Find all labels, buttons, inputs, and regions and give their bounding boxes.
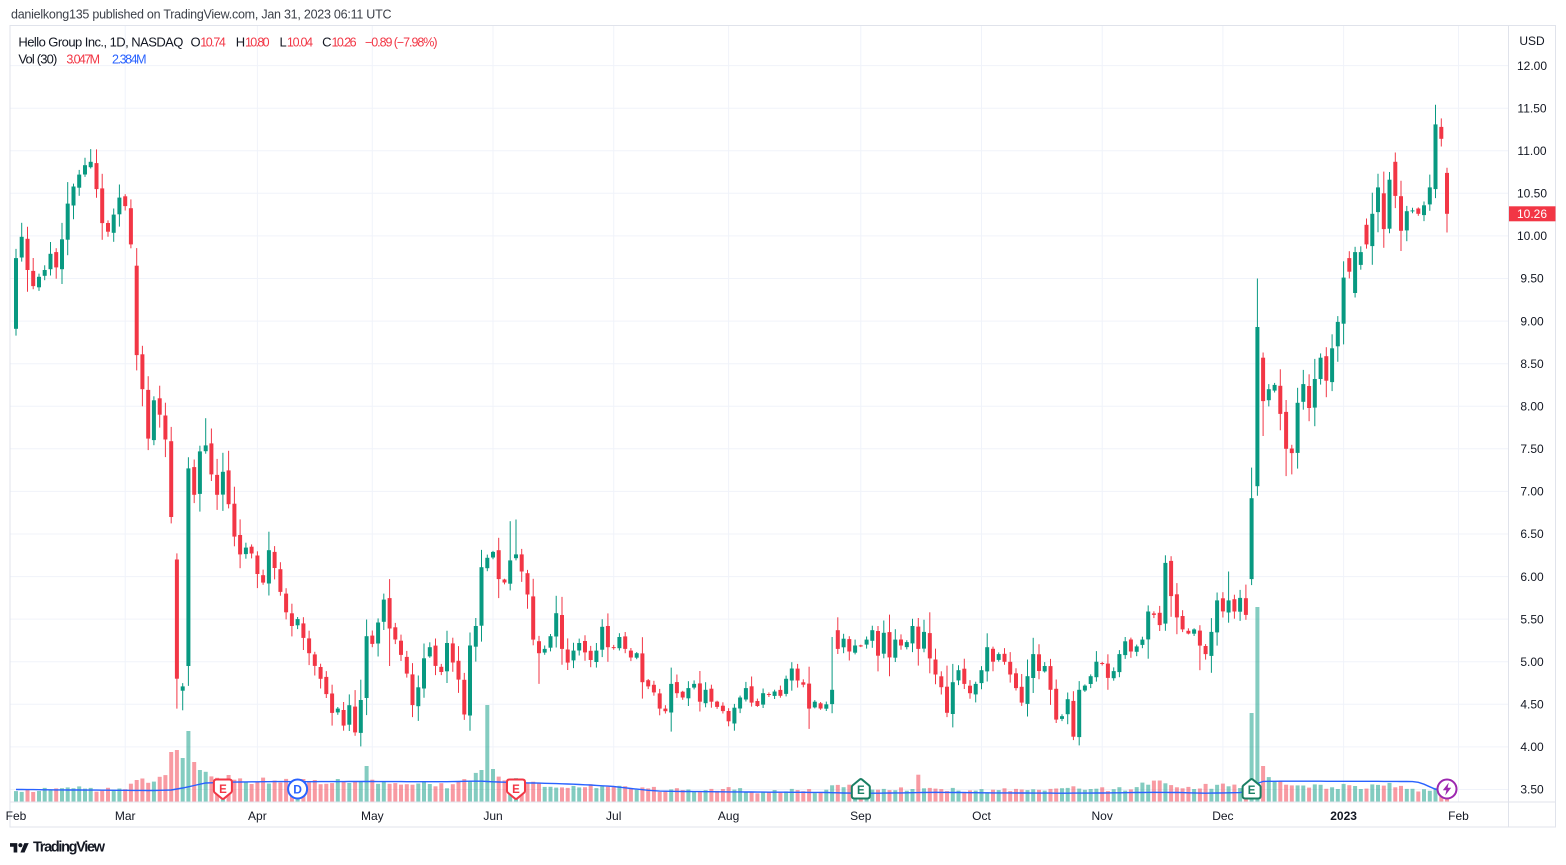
svg-text:8.50: 8.50 (1520, 357, 1544, 371)
svg-text:Feb: Feb (6, 809, 27, 823)
svg-text:10.00: 10.00 (1517, 229, 1547, 243)
svg-text:E: E (857, 785, 865, 797)
svg-text:Mar: Mar (115, 809, 136, 823)
svg-text:O: O (191, 35, 201, 50)
svg-text:Aug: Aug (718, 809, 739, 823)
svg-text:Apr: Apr (248, 809, 267, 823)
svg-text:5.00: 5.00 (1520, 655, 1544, 669)
svg-text:USD: USD (1519, 34, 1545, 48)
svg-text:3.047M: 3.047M (66, 53, 100, 67)
svg-text:2.384M: 2.384M (112, 53, 147, 67)
svg-text:Hello Group Inc., 1D, NASDAQ: Hello Group Inc., 1D, NASDAQ (18, 35, 183, 50)
svg-text:4.00: 4.00 (1520, 740, 1544, 754)
svg-text:10.74: 10.74 (200, 36, 226, 50)
svg-text:3.50: 3.50 (1520, 783, 1544, 797)
svg-text:Oct: Oct (972, 809, 991, 823)
svg-text:8.00: 8.00 (1520, 399, 1544, 413)
svg-text:L: L (280, 35, 287, 50)
svg-text:10.26: 10.26 (1517, 207, 1547, 221)
svg-text:D: D (293, 783, 302, 797)
svg-text:10.80: 10.80 (245, 36, 270, 50)
svg-text:H: H (236, 35, 245, 50)
svg-text:E: E (1248, 785, 1256, 797)
svg-text:May: May (361, 809, 384, 823)
svg-text:Sep: Sep (850, 809, 872, 823)
svg-text:Jul: Jul (606, 809, 621, 823)
svg-text:Jun: Jun (483, 809, 502, 823)
svg-text:Feb: Feb (1448, 809, 1469, 823)
svg-text:11.00: 11.00 (1517, 144, 1546, 158)
svg-text:E: E (512, 784, 520, 796)
svg-text:Nov: Nov (1092, 809, 1113, 823)
svg-text:7.50: 7.50 (1520, 442, 1544, 456)
svg-text:6.50: 6.50 (1520, 527, 1544, 541)
svg-text:4.50: 4.50 (1520, 698, 1544, 712)
svg-text:2023: 2023 (1330, 809, 1357, 823)
svg-text:10.26: 10.26 (332, 36, 357, 50)
svg-text:5.50: 5.50 (1520, 612, 1544, 626)
svg-text:E: E (219, 784, 227, 796)
svg-text:9.00: 9.00 (1520, 314, 1544, 328)
svg-text:−0.89 (−7.98%): −0.89 (−7.98%) (365, 36, 438, 50)
svg-text:Dec: Dec (1212, 809, 1233, 823)
svg-text:10.50: 10.50 (1517, 187, 1547, 201)
svg-text:11.50: 11.50 (1517, 101, 1546, 115)
svg-text:C: C (322, 35, 331, 50)
svg-text:7.00: 7.00 (1520, 485, 1544, 499)
svg-text:TradingView: TradingView (33, 840, 106, 856)
svg-text:Vol (30): Vol (30) (18, 52, 57, 67)
svg-text:6.00: 6.00 (1520, 570, 1544, 584)
svg-text:danielkong135 published on Tra: danielkong135 published on TradingView.c… (11, 8, 392, 22)
svg-text:12.00: 12.00 (1517, 59, 1547, 73)
svg-text:10.04: 10.04 (287, 36, 313, 50)
svg-text:9.50: 9.50 (1520, 272, 1544, 286)
